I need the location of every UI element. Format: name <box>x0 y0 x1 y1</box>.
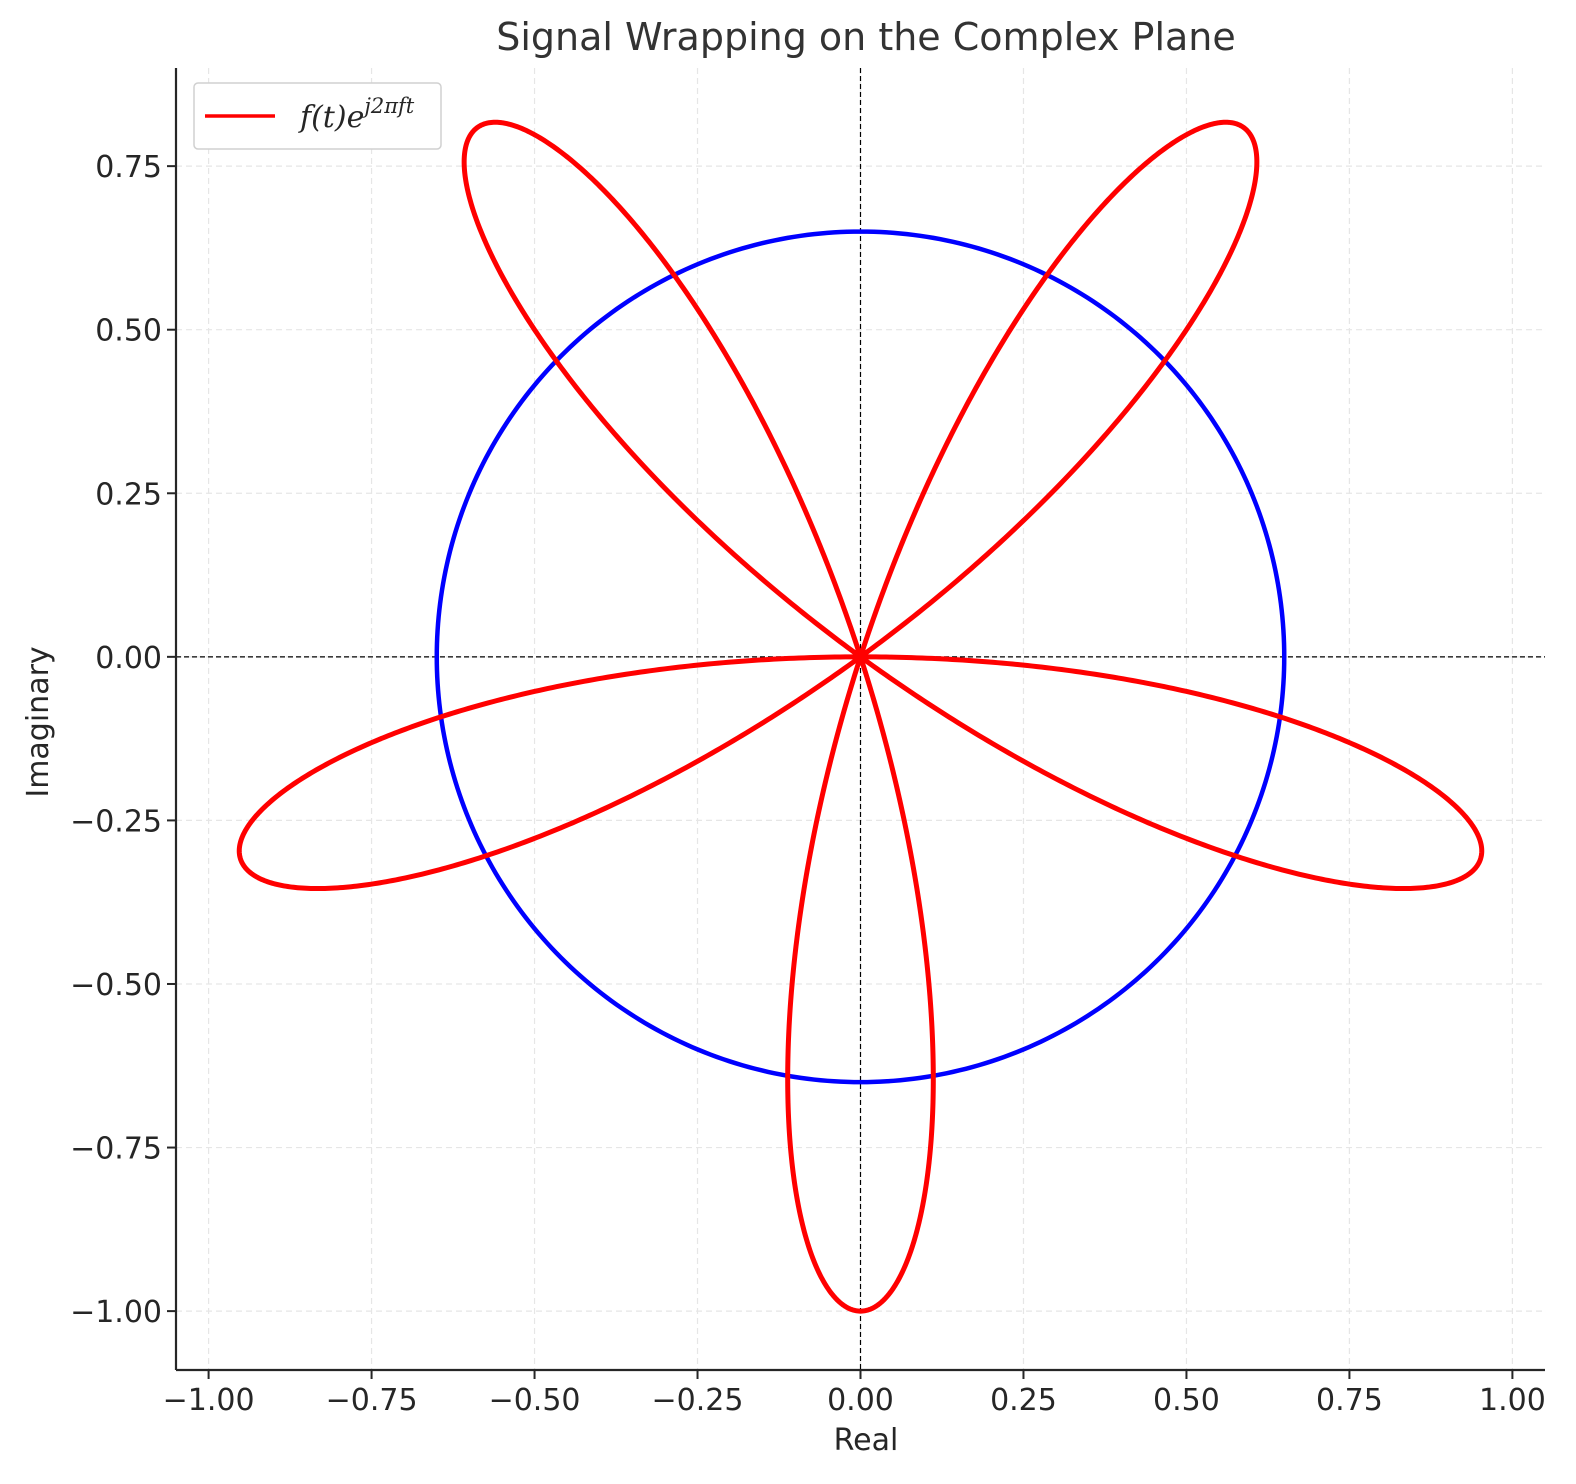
x-tick-label-2: −0.50 <box>489 1383 581 1418</box>
legend-label-superscript: j2πft <box>360 94 414 118</box>
x-tick-label-0: −1.00 <box>163 1383 255 1418</box>
series-wrapped-signal <box>236 119 1485 1314</box>
legend: f(t)ej2πft <box>193 82 442 150</box>
series-circle <box>434 229 1287 1085</box>
x-tick-label-4: 0.00 <box>827 1383 894 1418</box>
x-axis-label: Real <box>834 1423 899 1458</box>
y-tick-label-0: 0.75 <box>95 150 162 185</box>
x-tick-label-7: 0.75 <box>1316 1383 1383 1418</box>
x-tick-label-6: 0.50 <box>1153 1383 1220 1418</box>
y-tick-label-5: −0.50 <box>70 968 162 1003</box>
legend-label: f(t)ej2πft <box>298 94 415 135</box>
y-tick-label-1: 0.50 <box>95 314 162 349</box>
chart-title: Signal Wrapping on the Complex Plane <box>496 15 1236 59</box>
tick-layer: −1.00 −0.75 −0.50 −0.25 0.00 0.25 0.50 0.75 1.00… <box>70 150 1546 1418</box>
x-tick-label-5: 0.25 <box>990 1383 1057 1418</box>
legend-box <box>193 82 442 150</box>
y-axis-label: Imaginary <box>21 646 56 797</box>
y-tick-label-3: 0.00 <box>95 641 162 676</box>
y-tick-label-2: 0.25 <box>95 477 162 512</box>
series-layer <box>236 119 1485 1314</box>
y-tick-label-4: −0.25 <box>70 804 162 839</box>
x-tick-label-3: −0.25 <box>652 1383 744 1418</box>
legend-label-base: f(t)e <box>298 100 364 135</box>
y-tick-label-7: −1.00 <box>70 1295 162 1330</box>
x-tick-label-8: 1.00 <box>1479 1383 1546 1418</box>
y-tick-label-6: −0.75 <box>70 1132 162 1167</box>
x-tick-label-1: −0.75 <box>326 1383 418 1418</box>
